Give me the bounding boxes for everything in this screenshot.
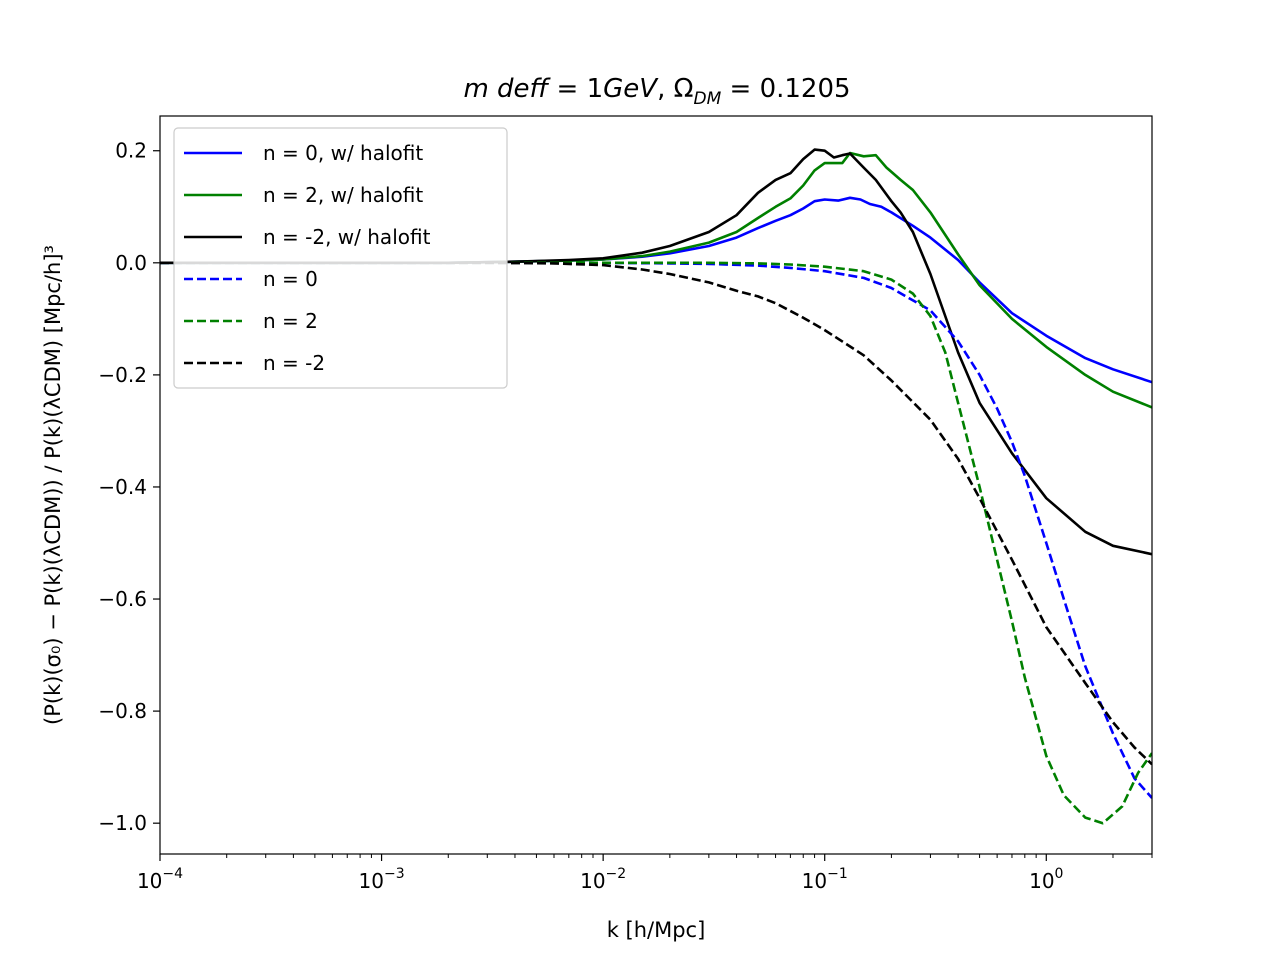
legend-label-1: n = 2, w/ halofit — [263, 183, 423, 207]
x-tick-label-3: 10−1 — [802, 866, 848, 893]
y-axis-ticks: 0.2 0.0 −0.2 −0.4 −0.6 −0.8 −1.0 — [98, 139, 160, 835]
x-tick-label-1: 10−3 — [359, 866, 405, 893]
x-axis-label: k [h/Mpc] — [607, 918, 706, 942]
series-line-4 — [160, 261, 1152, 825]
legend: n = 0, w/ halofit n = 2, w/ halofit n = -2… — [173, 127, 508, 389]
plot-lines — [160, 148, 1152, 825]
x-tick-label-4: 100 — [1029, 866, 1063, 893]
y-tick-label-5: −0.8 — [98, 699, 147, 723]
y-tick-label-2: −0.2 — [98, 363, 147, 387]
legend-label-3: n = 0 — [263, 267, 318, 291]
series-line-5 — [160, 261, 1152, 766]
chart-title: m deff = 1GeV, ΩDM = 0.1205 — [463, 74, 850, 109]
legend-label-2: n = -2, w/ halofit — [263, 225, 431, 249]
legend-label-4: n = 2 — [263, 309, 318, 333]
y-tick-label-6: −1.0 — [98, 811, 147, 835]
x-tick-label-0: 10−4 — [137, 866, 183, 893]
y-tick-label-0: 0.2 — [115, 139, 147, 163]
legend-box — [173, 127, 508, 389]
y-tick-label-1: 0.0 — [115, 251, 147, 275]
legend-label-5: n = -2 — [263, 351, 325, 375]
y-tick-label-3: −0.4 — [98, 475, 147, 499]
x-axis-ticks: 10−4 10−3 10−2 10−1 100 — [137, 854, 1153, 893]
y-axis-label: (P(k)(σ₀) − P(k)(λCDM)) / P(k)(λCDM) [Mp… — [41, 245, 65, 725]
legend-label-0: n = 0, w/ halofit — [263, 141, 423, 165]
plot-frame — [159, 115, 1153, 855]
series-line-2 — [160, 148, 1152, 556]
x-tick-label-2: 10−2 — [580, 866, 626, 893]
y-tick-label-4: −0.6 — [98, 587, 147, 611]
